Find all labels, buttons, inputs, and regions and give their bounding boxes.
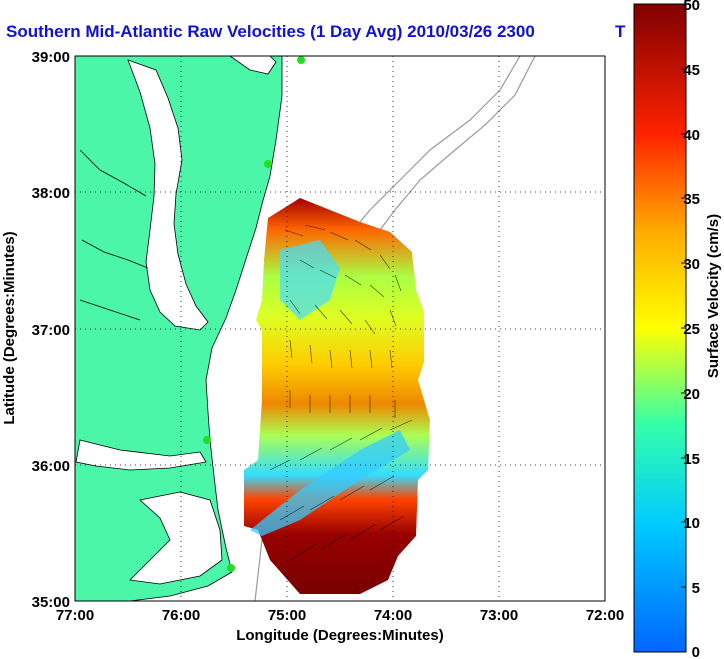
x-tick-label: 73:00: [480, 607, 518, 624]
x-tick-label: 74:00: [374, 607, 412, 624]
station-marker: [264, 160, 272, 168]
x-axis-label: Longitude (Degrees:Minutes): [236, 627, 444, 644]
albemarle-sound: [75, 439, 207, 471]
low-velocity-core: [280, 240, 340, 320]
colorbar-tick-label: 10: [683, 515, 700, 532]
station-marker: [297, 56, 305, 64]
low-velocity-band: [250, 430, 410, 536]
colorbar-tick-label: 50: [683, 0, 700, 14]
colorbar-tick-label: 20: [683, 386, 700, 403]
colorbar-tick-label: 30: [683, 256, 700, 273]
y-tick-label: 35:00: [32, 594, 70, 611]
colorbar-tick-label: 35: [683, 191, 700, 208]
potomac-river: [79, 149, 149, 321]
colorbar-tick-label: 40: [683, 127, 700, 144]
colorbar-label: Surface Velocity (cm/s): [705, 214, 722, 378]
plot-frame: [74, 55, 606, 602]
colorbar-tick-label: 25: [683, 321, 700, 338]
y-tick-label: 36:00: [32, 458, 70, 475]
y-tick-label: 38:00: [32, 185, 70, 202]
colorbar-tick-label: 15: [683, 451, 700, 468]
y-tick-label: 37:00: [32, 322, 70, 339]
chesapeake-bay: [127, 59, 209, 331]
colorbar-tick-label: 0: [692, 644, 700, 659]
colorbar: [633, 3, 687, 653]
x-tick-label: 76:00: [162, 607, 200, 624]
colorbar-ticks: [681, 3, 686, 588]
velocity-field: [244, 198, 430, 594]
colorbar-tick-label: 5: [692, 580, 700, 597]
station-marker: [203, 436, 211, 444]
pamlico-sound: [129, 491, 223, 585]
x-tick-label: 72:00: [586, 607, 624, 624]
y-tick-label: 39:00: [32, 49, 70, 66]
colorbar-overlap: [604, 20, 632, 44]
x-tick-label: 77:00: [56, 607, 94, 624]
station-marker: [227, 564, 235, 572]
map-title: Southern Mid-Atlantic Raw Velocities (1 …: [6, 22, 535, 41]
delaware-bay: [229, 56, 277, 75]
colorbar-tick-label: 45: [683, 62, 700, 79]
grid-lines: [75, 56, 605, 601]
y-axis-label: Latitude (Degrees:Minutes): [1, 231, 18, 424]
x-tick-label: 75:00: [268, 607, 306, 624]
velocity-vectors: [269, 224, 413, 561]
map-title-tail: T: [615, 22, 626, 41]
